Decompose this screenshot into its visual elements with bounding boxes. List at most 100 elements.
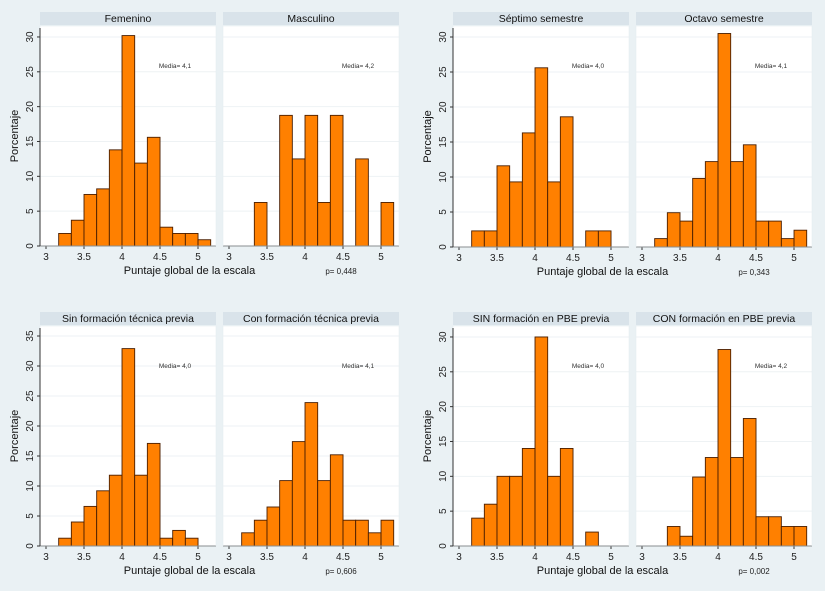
histogram-bar: [654, 238, 668, 248]
chart-group-formacion_pbe: SIN formación en PBE previa 3 3.5 4 4.5 5 Medi…: [422, 312, 813, 577]
y-tick-label: 0: [438, 244, 449, 250]
media-annotation: Media= 4,1: [342, 363, 375, 370]
histogram-bar: [483, 230, 498, 248]
histogram-bar: [70, 521, 85, 547]
x-tick-label: 3: [639, 552, 645, 563]
histogram-bar: [83, 193, 98, 247]
x-tick-label: 4: [532, 253, 538, 264]
histogram-bar: [547, 181, 561, 248]
histogram-bar: [559, 116, 574, 248]
x-tick-label: 4: [302, 552, 308, 563]
x-tick-label: 5: [608, 552, 614, 563]
y-tick-label: 25: [438, 366, 449, 378]
histogram-bar: [70, 219, 85, 247]
panel-3: Séptimo semestre 3 3.5 4 4.5 5 Media= 4,0: [452, 12, 630, 264]
panel-border: [222, 25, 400, 247]
y-tick-label: 0: [438, 543, 449, 549]
media-annotation: Media= 4,1: [159, 63, 192, 70]
histogram-bar: [304, 402, 319, 547]
y-tick-label: 25: [438, 66, 449, 78]
histogram-bar: [483, 503, 498, 547]
histogram-bar: [83, 505, 98, 547]
histogram-bar: [679, 220, 694, 248]
panel-title: Masculino: [287, 13, 334, 25]
histogram-bar: [547, 475, 561, 547]
histogram-bar: [496, 165, 511, 248]
y-tick-label: 10: [25, 480, 36, 492]
histogram-bar: [184, 537, 199, 547]
panel-2: Masculino 3 3.5 4 4.5 5 Media= 4,2: [222, 12, 400, 263]
histogram-bar: [146, 136, 161, 247]
histogram-bar: [380, 202, 395, 247]
p-value-label: p= 0,606: [325, 567, 357, 576]
histogram-bar: [780, 526, 795, 547]
histogram-bar: [134, 474, 148, 547]
x-axis-label: Puntaje global de la escala: [537, 266, 669, 278]
x-tick-label: 5: [378, 252, 384, 263]
histogram-bar: [121, 348, 136, 547]
x-tick-label: 3.5: [490, 552, 504, 563]
histogram-bar: [241, 532, 255, 547]
histogram-bar: [367, 532, 382, 547]
y-tick-label: 30: [438, 31, 449, 43]
x-tick-label: 5: [195, 552, 201, 563]
histogram-bar: [509, 181, 523, 248]
p-value-label: p= 0,343: [738, 268, 770, 277]
histogram-bar: [755, 220, 770, 248]
media-annotation: Media= 4,2: [755, 363, 788, 370]
histogram-bar: [471, 517, 485, 547]
histogram-bar: [108, 149, 123, 247]
panel-header: [223, 12, 399, 25]
histogram-bar: [585, 531, 599, 547]
histogram-bar: [742, 144, 757, 248]
media-annotation: Media= 4,0: [572, 363, 605, 370]
panel-header: [453, 12, 629, 25]
panel-header: [40, 12, 216, 25]
histogram-bar: [279, 480, 293, 547]
histogram-bar: [355, 158, 369, 247]
histogram-bar: [317, 202, 331, 247]
histogram-bar: [159, 537, 174, 547]
x-tick-label: 3.5: [673, 552, 687, 563]
x-tick-label: 3: [639, 253, 645, 264]
x-tick-label: 5: [608, 253, 614, 264]
x-tick-label: 4.5: [153, 552, 167, 563]
panel-title: Femenino: [105, 13, 152, 25]
y-tick-label: 10: [438, 470, 449, 482]
panel-title: Octavo semestre: [684, 13, 764, 25]
histogram-bar: [679, 535, 694, 547]
y-tick-label: 35: [25, 330, 36, 342]
histogram-bar: [666, 212, 681, 248]
histogram-bar: [521, 448, 536, 547]
x-tick-label: 3: [456, 253, 462, 264]
x-tick-label: 4.5: [566, 253, 580, 264]
histogram-bar: [121, 35, 136, 247]
y-tick-label: 15: [25, 135, 36, 147]
histogram-bar: [742, 418, 757, 547]
histogram-bar: [496, 475, 511, 547]
x-tick-label: 3: [43, 552, 49, 563]
histogram-bar: [342, 519, 357, 547]
y-tick-label: 30: [25, 360, 36, 372]
x-tick-label: 4: [119, 552, 125, 563]
panel-6: Con formación técnica previa 3 3.5 4 4.5 5 Med…: [222, 312, 400, 563]
y-axis-label: Porcentaje: [9, 110, 21, 163]
histogram-bar: [521, 132, 536, 248]
histogram-bar: [317, 480, 331, 547]
media-annotation: Media= 4,0: [572, 63, 605, 70]
x-tick-label: 3: [226, 552, 232, 563]
histogram-bar: [58, 537, 72, 547]
y-tick-label: 5: [25, 208, 36, 214]
y-axis-label: Porcentaje: [422, 110, 434, 163]
histogram-bar: [692, 476, 706, 547]
histogram-bar: [96, 490, 110, 547]
chart-group-sexo: Femenino 3 3.5 4 4.5 5 Media= 4,1 Masculino 3 3.5…: [9, 12, 400, 277]
x-tick-label: 3.5: [77, 552, 91, 563]
x-axis-label: Puntaje global de la escala: [124, 565, 256, 577]
histogram-bar: [509, 475, 523, 547]
histogram-bar: [780, 238, 795, 248]
y-tick-label: 0: [25, 243, 36, 249]
histogram-bar: [380, 519, 395, 547]
histogram-bar: [253, 519, 268, 547]
